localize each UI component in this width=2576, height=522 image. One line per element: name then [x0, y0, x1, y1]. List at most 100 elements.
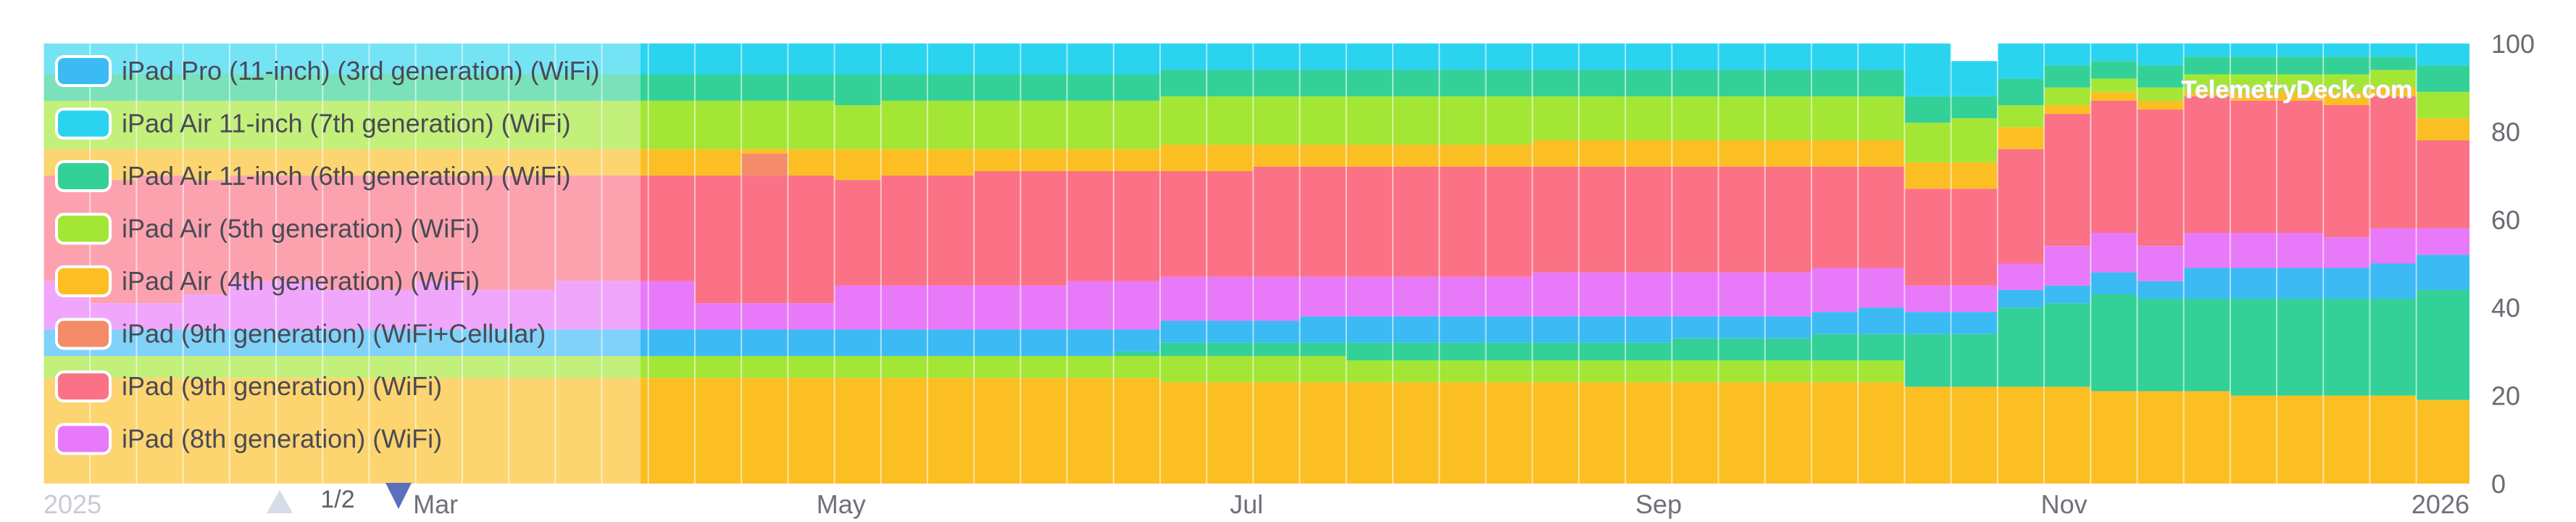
area-segment — [694, 100, 742, 149]
area-segment — [229, 329, 277, 356]
area-segment — [1532, 140, 1579, 167]
area-segment — [2183, 268, 2230, 299]
area-segment — [2276, 100, 2324, 233]
area-segment — [2323, 395, 2370, 484]
week-column — [1904, 44, 1951, 484]
week-column — [2322, 44, 2370, 484]
area-segment — [322, 378, 370, 484]
area-segment — [1578, 360, 1626, 383]
area-segment — [2137, 391, 2184, 484]
area-segment — [509, 289, 556, 330]
legend-label: iPad Air 11-inch (7th generation) (WiFi) — [122, 109, 571, 138]
area-segment — [2276, 299, 2324, 396]
area-segment — [1718, 338, 1765, 361]
legend-item[interactable]: iPad Air 11-inch (7th generation) (WiFi) — [55, 107, 571, 140]
area-segment — [509, 149, 556, 176]
area-segment — [1067, 171, 1114, 281]
week-column — [1206, 44, 1254, 484]
area-segment — [648, 100, 695, 149]
area-segment — [462, 289, 509, 330]
area-segment — [1393, 342, 1440, 361]
area-segment — [1718, 360, 1765, 383]
y-tick-label: 100 — [2491, 29, 2535, 59]
area-segment — [136, 149, 183, 176]
area-segment — [2137, 44, 2184, 66]
area-segment — [2137, 281, 2184, 299]
area-segment — [1811, 70, 1859, 96]
area-segment — [1904, 162, 1951, 189]
area-segment — [880, 44, 928, 75]
area-segment — [1113, 351, 1160, 356]
legend-item[interactable]: iPad (9th generation) (WiFi+Cellular) — [55, 318, 546, 350]
area-segment — [2369, 44, 2417, 57]
area-segment — [1718, 96, 1765, 141]
area-segment — [1393, 144, 1440, 167]
area-segment — [229, 378, 277, 484]
area-segment — [927, 175, 975, 286]
week-column — [2369, 44, 2417, 484]
area-segment — [1067, 100, 1114, 149]
area-segment — [1159, 171, 1207, 277]
y-tick-label: 40 — [2491, 293, 2520, 323]
area-segment — [555, 74, 602, 101]
area-segment — [741, 153, 788, 176]
area-segment — [1997, 307, 2044, 387]
area-segment — [694, 378, 742, 484]
legend-item[interactable]: iPad (9th generation) (WiFi) — [55, 370, 442, 402]
area-segment — [322, 355, 370, 378]
area-segment — [1858, 96, 1905, 141]
legend-swatch — [55, 318, 112, 350]
legend-item[interactable]: iPad (8th generation) (WiFi) — [55, 423, 442, 455]
watermark-text: TelemetryDeck.com — [2182, 76, 2413, 104]
week-column — [1345, 44, 1393, 484]
legend-item[interactable]: iPad Air 11-inch (6th generation) (WiFi) — [55, 160, 571, 192]
area-segment — [555, 44, 602, 75]
area-segment — [415, 355, 462, 378]
area-segment — [741, 378, 788, 484]
area-segment — [1299, 382, 1346, 484]
area-segment — [1997, 289, 2044, 308]
week-column — [275, 44, 323, 484]
area-segment — [183, 378, 230, 484]
area-segment — [788, 44, 835, 75]
area-segment — [1764, 382, 1812, 484]
area-segment — [1951, 188, 1998, 286]
week-column — [1577, 44, 1626, 484]
legend-item[interactable]: iPad Air (5th generation) (WiFi) — [55, 212, 480, 245]
area-segment — [1672, 316, 1719, 339]
week-column — [926, 44, 975, 484]
area-segment — [1159, 276, 1207, 321]
area-segment — [1625, 166, 1672, 273]
area-segment — [183, 74, 230, 101]
area-segment — [1858, 382, 1905, 484]
area-segment — [1020, 378, 1067, 484]
legend-item[interactable]: iPad Pro (11-inch) (3rd generation) (WiF… — [55, 55, 600, 87]
area-segment — [555, 281, 602, 330]
area-segment — [1672, 338, 1719, 361]
week-column — [693, 44, 742, 484]
area-segment — [1206, 44, 1254, 70]
area-segment — [1346, 316, 1393, 343]
area-segment — [2183, 44, 2230, 57]
area-segment — [601, 281, 649, 330]
area-segment — [1253, 70, 1300, 96]
area-segment — [369, 378, 416, 484]
legend-item[interactable]: iPad Air (4th generation) (WiFi) — [55, 265, 480, 297]
week-column — [601, 44, 649, 484]
area-segment — [1253, 276, 1300, 321]
area-segment — [229, 281, 277, 330]
area-segment — [1439, 342, 1486, 361]
legend-swatch — [55, 212, 112, 245]
triangle-down-icon[interactable] — [385, 483, 412, 509]
area-segment — [1485, 316, 1533, 343]
area-segment — [880, 149, 928, 176]
area-segment — [1113, 74, 1160, 101]
area-segment — [1253, 166, 1300, 277]
area-segment — [1299, 144, 1346, 167]
area-segment — [1020, 149, 1067, 172]
area-segment — [1578, 272, 1626, 317]
triangle-up-icon[interactable] — [267, 490, 293, 513]
area-segment — [1672, 140, 1719, 167]
area-segment — [694, 329, 742, 356]
